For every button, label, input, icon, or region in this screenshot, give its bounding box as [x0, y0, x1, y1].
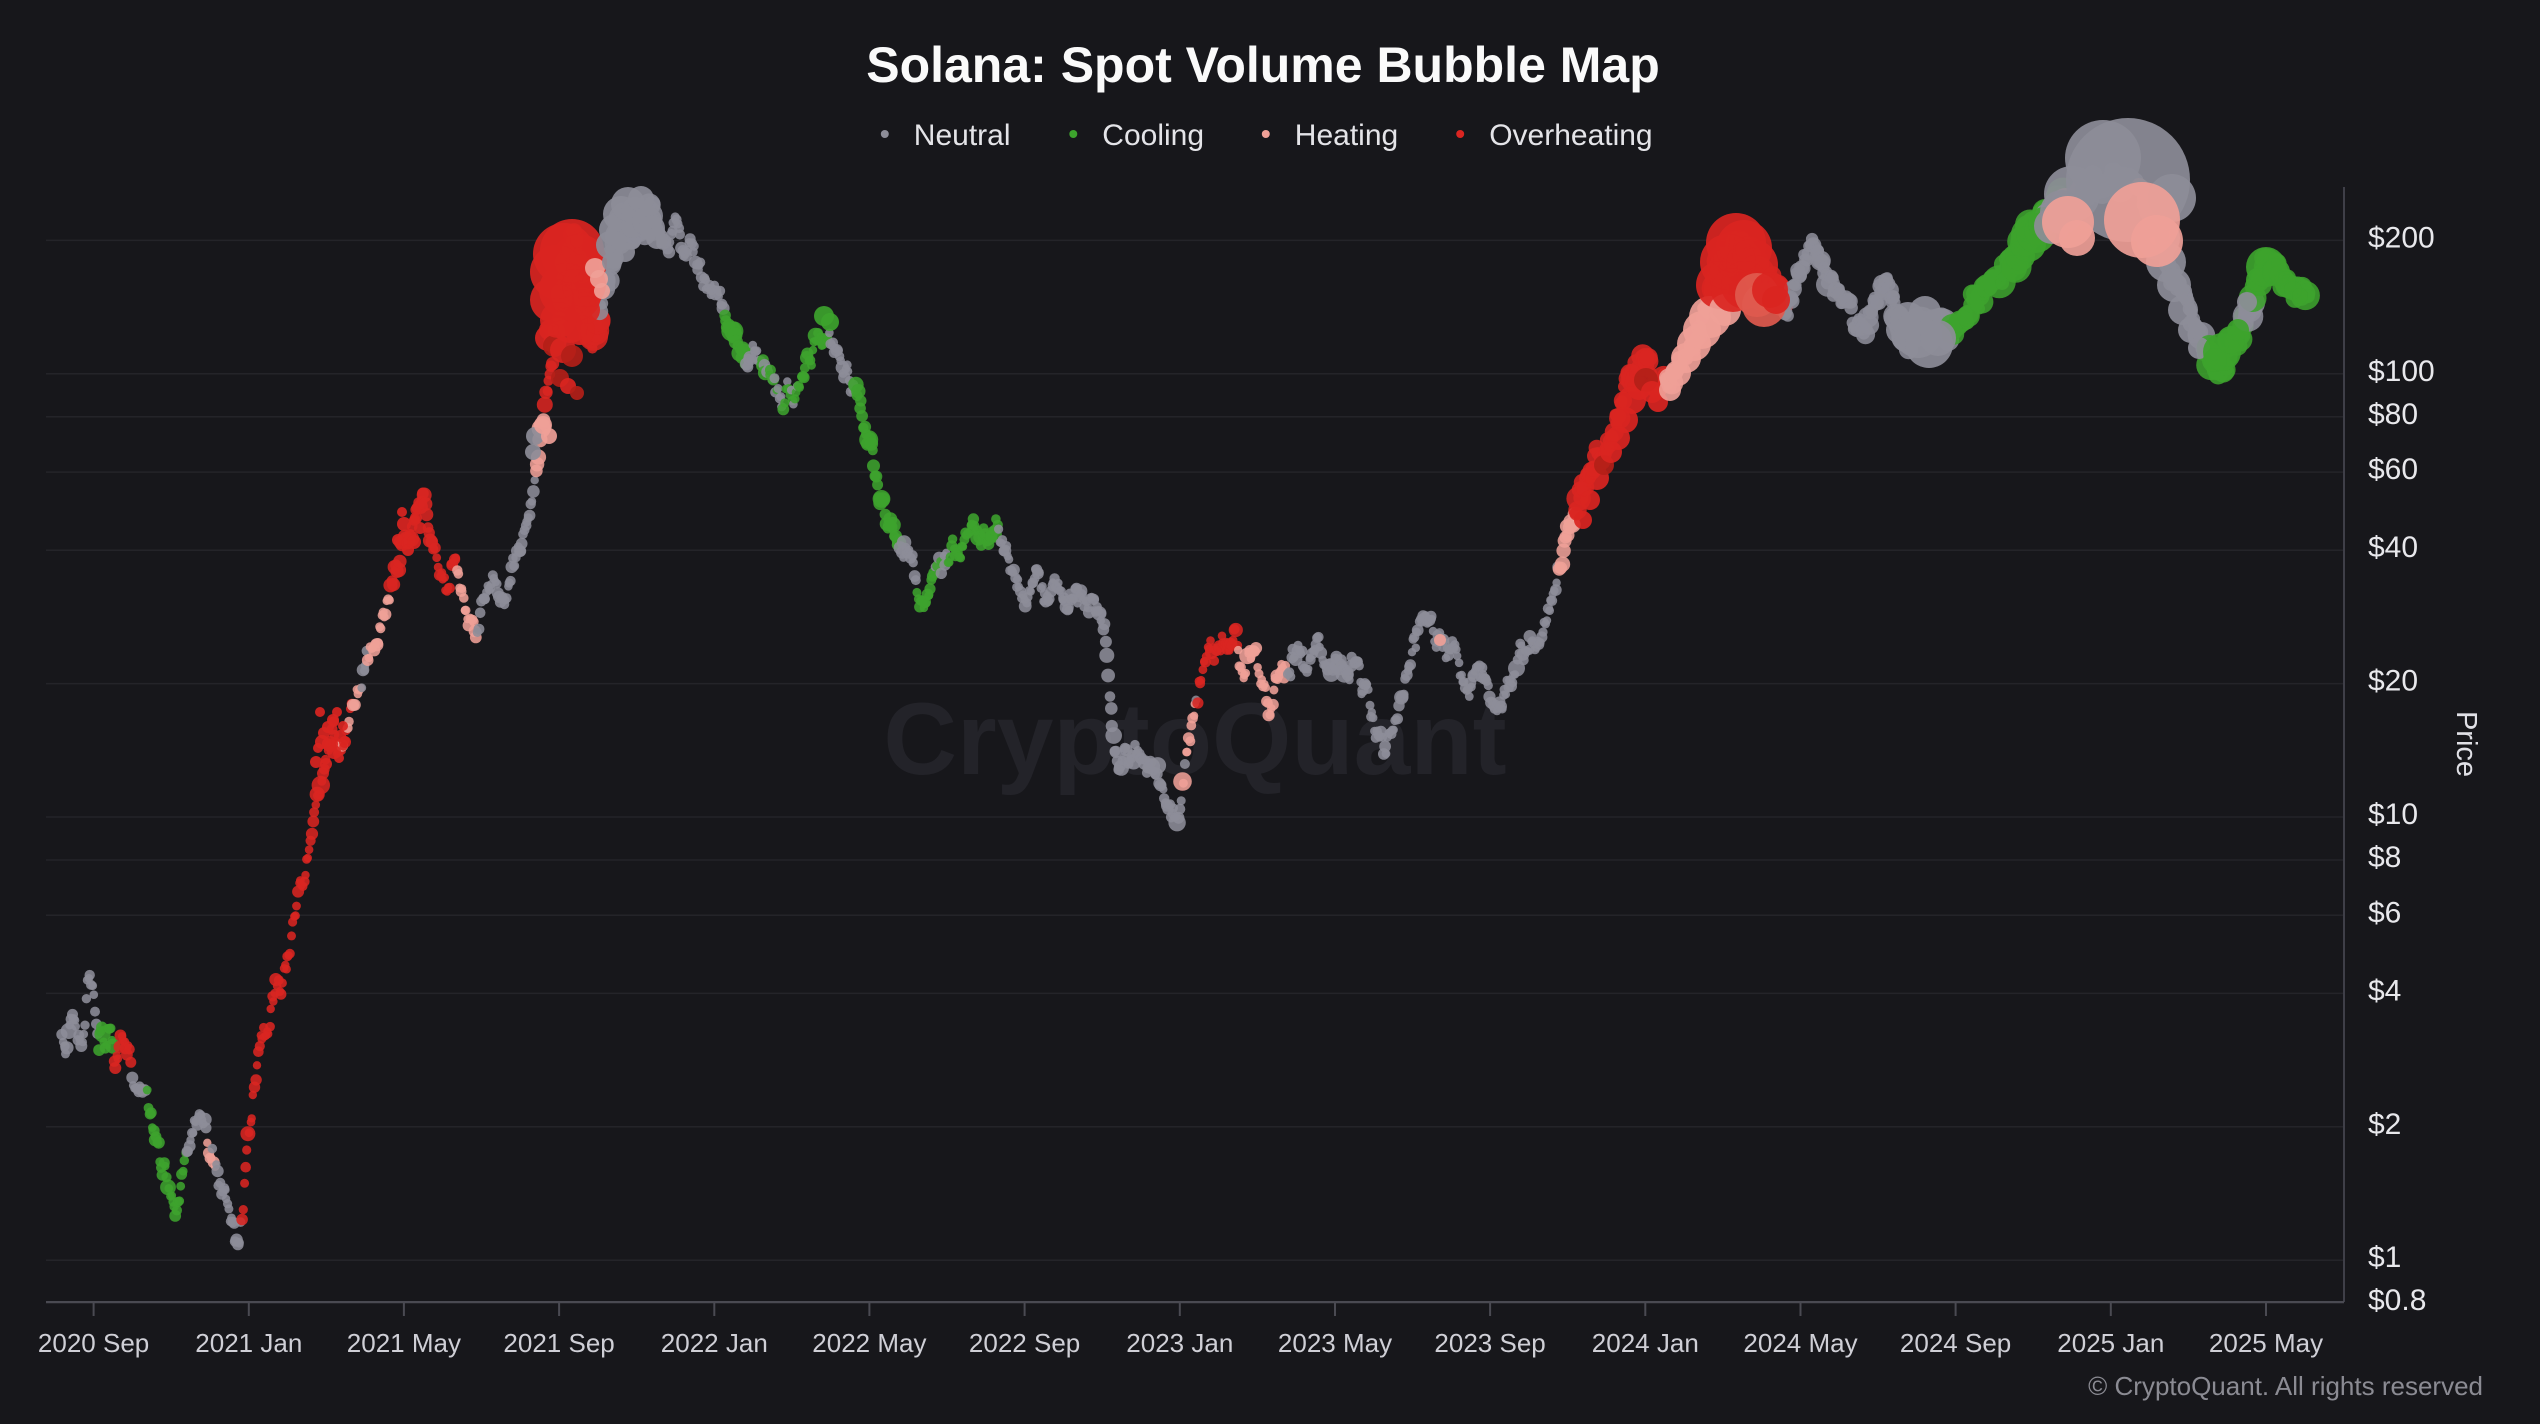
svg-text:2021 Jan: 2021 Jan — [195, 1328, 302, 1358]
svg-text:2024 May: 2024 May — [1743, 1328, 1857, 1358]
svg-text:2020 Sep: 2020 Sep — [38, 1328, 149, 1358]
svg-text:$4: $4 — [2368, 974, 2401, 1007]
svg-text:2023 Jan: 2023 Jan — [1126, 1328, 1233, 1358]
svg-text:Neutral: Neutral — [914, 119, 1011, 152]
svg-text:2025 May: 2025 May — [2209, 1328, 2323, 1358]
svg-text:$6: $6 — [2368, 896, 2401, 929]
svg-text:$1: $1 — [2368, 1241, 2401, 1274]
svg-text:Solana: Spot Volume Bubble Map: Solana: Spot Volume Bubble Map — [866, 37, 1660, 93]
svg-text:2024 Jan: 2024 Jan — [1592, 1328, 1699, 1358]
svg-text:$40: $40 — [2368, 531, 2418, 564]
svg-text:$60: $60 — [2368, 453, 2418, 486]
svg-text:$2: $2 — [2368, 1108, 2401, 1141]
svg-text:Overheating: Overheating — [1489, 119, 1652, 152]
svg-text:Price: Price — [2450, 711, 2482, 777]
svg-text:$100: $100 — [2368, 355, 2435, 388]
svg-text:2025 Jan: 2025 Jan — [2057, 1328, 2164, 1358]
svg-text:Cooling: Cooling — [1102, 119, 1204, 152]
svg-text:Heating: Heating — [1295, 119, 1398, 152]
svg-text:2023 Sep: 2023 Sep — [1434, 1328, 1545, 1358]
svg-text:2022 Sep: 2022 Sep — [969, 1328, 1080, 1358]
svg-text:$10: $10 — [2368, 798, 2418, 831]
svg-text:2022 Jan: 2022 Jan — [661, 1328, 768, 1358]
svg-text:$8: $8 — [2368, 841, 2401, 874]
svg-text:2022 May: 2022 May — [812, 1328, 926, 1358]
svg-text:2023 May: 2023 May — [1278, 1328, 1392, 1358]
svg-text:2024 Sep: 2024 Sep — [1900, 1328, 2011, 1358]
svg-text:$20: $20 — [2368, 665, 2418, 698]
svg-text:$80: $80 — [2368, 398, 2418, 431]
svg-text:$0.8: $0.8 — [2368, 1284, 2426, 1317]
svg-text:2021 Sep: 2021 Sep — [503, 1328, 614, 1358]
svg-text:$200: $200 — [2368, 221, 2435, 254]
svg-text:© CryptoQuant. All rights rese: © CryptoQuant. All rights reserved — [2088, 1371, 2483, 1401]
svg-text:2021 May: 2021 May — [347, 1328, 461, 1358]
